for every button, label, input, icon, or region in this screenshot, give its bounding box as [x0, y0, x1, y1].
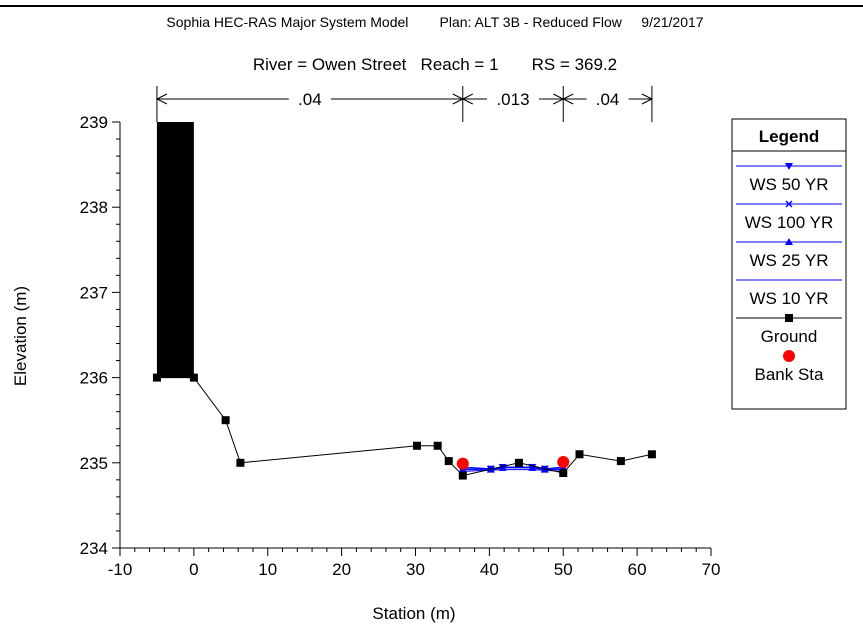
ws-point: [785, 163, 793, 170]
ground-point: [221, 416, 230, 425]
x-tick-label: -10: [108, 560, 133, 579]
legend-title: Legend: [759, 127, 819, 146]
y-axis-label: Elevation (m): [11, 286, 30, 386]
x-tick-label: 50: [554, 560, 573, 579]
y-tick-label: 235: [80, 454, 108, 473]
mannings-arrowhead-left: [461, 93, 474, 105]
mannings-arrowhead-left: [562, 93, 574, 105]
obstruction-layer: [156, 122, 194, 378]
legend-label: WS 50 YR: [749, 175, 828, 194]
series-line: [156, 377, 653, 477]
x-tick-label: 30: [406, 560, 425, 579]
series-bank-sta: [456, 455, 570, 470]
series-ground: [152, 373, 656, 480]
ground-point: [575, 450, 584, 459]
legend-entry: WS 25 YR: [736, 238, 842, 270]
ground-point: [152, 373, 161, 382]
mannings-arrowhead-right: [641, 93, 654, 105]
ground-point: [412, 441, 421, 450]
x-tick-label: 10: [258, 560, 277, 579]
legend-label: WS 10 YR: [749, 289, 828, 308]
x-tick-label: 20: [332, 560, 351, 579]
ground-point: [616, 457, 625, 466]
x-axis-ticks: -10 0 10 20 30 40 50 60 70: [108, 548, 721, 579]
ground-point: [514, 458, 523, 467]
legend-label: Ground: [761, 327, 818, 346]
y-tick-label: 236: [80, 369, 108, 388]
ground-point: [189, 373, 198, 382]
y-tick-label: 239: [80, 113, 108, 132]
x-tick-label: 60: [628, 560, 647, 579]
ground-point: [559, 469, 568, 478]
x-axis-label: Station (m): [372, 604, 455, 623]
obstruction-block: [156, 122, 194, 378]
header-line-1: Sophia HEC-RAS Major System Model Plan: …: [166, 14, 703, 30]
y-tick-label: 237: [80, 283, 108, 302]
legend-entry: WS 10 YR: [736, 279, 842, 308]
legend-entries: WS 50 YR WS 100 YR WS 25 YR WS 10 YR Ground B…: [736, 163, 842, 384]
bank-station-point: [456, 457, 469, 470]
series-line: [462, 466, 564, 470]
ground-point: [433, 441, 442, 450]
x-tick-label: 0: [189, 560, 198, 579]
x-tick-label: 70: [702, 560, 721, 579]
y-tick-label: 234: [80, 539, 108, 558]
legend-entry: WS 100 YR: [736, 200, 842, 232]
legend-label: WS 100 YR: [745, 213, 834, 232]
x-tick-label: 40: [480, 560, 499, 579]
ground-point: [236, 458, 245, 467]
legend: Legend WS 50 YR WS 100 YR WS 25 YR WS 10 YR…: [731, 118, 847, 410]
legend-entry: Bank Sta: [755, 350, 825, 384]
ground-point: [647, 450, 656, 459]
mannings-n-annotations: .04 .013 .04: [155, 86, 654, 122]
bank-station-point: [783, 350, 795, 362]
series-line: [462, 469, 564, 472]
mannings-arrowhead-left: [155, 93, 168, 105]
mannings-n-label: .04: [298, 90, 322, 109]
ws-point: [785, 238, 793, 245]
legend-label: WS 25 YR: [749, 251, 828, 270]
ground-point: [785, 314, 793, 322]
ground-point: [458, 471, 467, 480]
ws-point-stroke: [785, 200, 793, 208]
ws-point: [785, 200, 793, 208]
legend-label: Bank Sta: [755, 365, 825, 384]
y-axis-ticks: 234 235 236 237 238 239: [80, 113, 120, 558]
legend-entry: Ground: [736, 314, 842, 346]
bank-station-point: [557, 455, 570, 468]
series-ws-10-yr: [462, 469, 564, 472]
series-layer: [152, 373, 656, 480]
legend-entry: WS 50 YR: [736, 163, 842, 194]
header-line-2: River = Owen Street Reach = 1 RS = 369.2: [253, 55, 617, 74]
ground-point: [444, 457, 453, 466]
mannings-n-label: .013: [496, 90, 529, 109]
y-tick-label: 238: [80, 198, 108, 217]
mannings-n-label: .04: [596, 90, 620, 109]
